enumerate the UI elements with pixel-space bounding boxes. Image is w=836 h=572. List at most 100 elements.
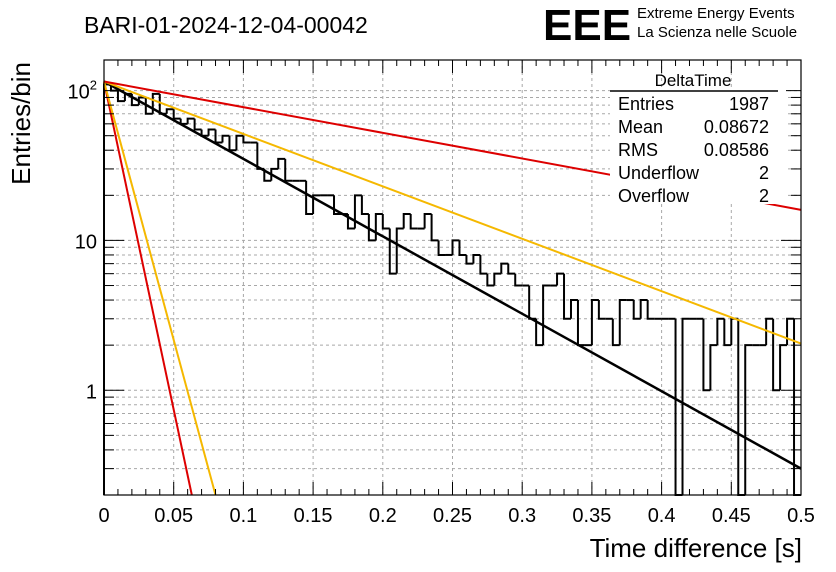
histogram-bin [556,272,565,286]
histogram-bin [451,239,460,255]
histogram-bin [765,317,774,346]
y-axis-ticks: 102 10 1 [68,78,801,470]
histogram-bin [409,214,418,230]
x-tick-label: 0.3 [508,505,536,527]
logo-subtitle-line2: La Scienza nelle Scuole [637,24,797,41]
histogram-bin [144,97,153,115]
x-tick-label: 0.1 [229,505,257,527]
histogram-bin [284,158,293,182]
histogram-bin [388,228,397,275]
histogram-bin [277,157,286,169]
histogram-bin [165,108,174,114]
histogram-bin [193,118,202,131]
y-axis-label: Entries/bin [6,62,36,185]
histogram-bin [702,318,711,392]
histogram-bin [472,253,481,264]
histogram-bin [563,273,571,320]
histogram-bin [221,134,230,143]
rate-lines [103,80,802,496]
histogram-bin [681,317,690,495]
histogram-bin [723,318,732,347]
histogram-bin [346,214,355,230]
histogram-bin [186,117,195,124]
stats-row-value: 0.08672 [704,117,769,137]
histogram-bin [500,262,509,274]
histogram-bin [172,109,181,120]
histogram-bin [228,135,237,152]
histogram-bin [402,213,411,229]
histogram-bin [360,195,369,216]
histogram-bin [514,273,523,287]
rate-high-orange-line [103,81,217,496]
histogram-bin [465,254,474,265]
histogram-bin [333,195,341,216]
histogram-bin [235,134,244,151]
histogram-bin [646,300,655,320]
x-tick-label: 0.4 [648,505,676,527]
histogram-bin [632,300,641,320]
histogram-bin [569,299,578,319]
histogram-bin [137,96,146,106]
histogram-bin [430,214,439,242]
x-axis-ticks: 0 0.05 0.1 0.15 0.2 0.25 0.3 0.35 0.4 0.45 0.5 [98,60,815,527]
histogram-bin [590,299,599,346]
histogram-bin [618,299,627,346]
x-tick-label: 0 [98,505,109,527]
histogram-bin [179,118,188,125]
stats-row-value: 1987 [729,94,769,114]
histogram-bin [716,317,725,346]
x-tick-label: 0.25 [433,505,472,527]
histogram-bin [535,318,544,347]
histogram-bin [458,240,467,256]
histogram-bin [423,213,432,229]
x-tick-label: 0.5 [787,505,815,527]
histogram-bin [493,272,502,286]
stats-row-label: Underflow [618,163,700,183]
stats-box-background [610,90,786,204]
histogram-bin [256,142,265,170]
histogram-bin [353,194,362,229]
histogram-bin [312,194,321,215]
stats-row-label: RMS [618,140,658,160]
rate-high-red-line [103,81,193,496]
histogram-bin [381,214,390,230]
histogram-bin [395,227,404,274]
x-tick-label: 0.15 [294,505,333,527]
histogram-bin [103,83,111,495]
histogram-bin [730,317,739,346]
histogram-bin [542,284,551,346]
x-tick-label: 0.2 [369,505,397,527]
histogram-bin [639,299,648,319]
fit-line [103,80,802,470]
histogram-bin [305,180,314,216]
histogram-bin [576,300,585,347]
stats-title: DeltaTime [655,71,732,90]
y-tick-label: 102 [68,78,97,104]
histogram-bin [242,135,251,144]
stats-row-label: Entries [618,94,674,114]
y-tick-label: 10 [75,231,97,253]
run-title: BARI-01-2024-12-04-00042 [84,12,368,38]
logo-subtitle-line1: Extreme Energy Events [637,5,795,22]
histogram-bin [200,129,209,137]
y-tick-label: 1 [86,381,97,403]
histogram-bin [367,214,376,242]
histogram-bin [744,344,753,495]
histogram-bin [479,254,488,275]
histogram-bin [207,128,216,136]
x-axis-label: Time difference [s] [590,533,802,563]
histogram-bin [611,318,620,347]
stats-row-label: Mean [618,117,663,137]
x-tick-label: 0.05 [154,505,193,527]
histogram-bin [528,285,537,320]
x-tick-label: 0.35 [572,505,611,527]
histogram-bin [486,273,495,287]
histogram-bin [772,318,781,392]
stats-row-value: 2 [759,186,769,206]
histogram-bin [507,263,516,275]
x-tick-label: 0.45 [712,505,751,527]
histogram-bin [116,90,125,103]
eee-logo: EEE [543,1,631,50]
rate-low-orange-line [103,80,802,345]
